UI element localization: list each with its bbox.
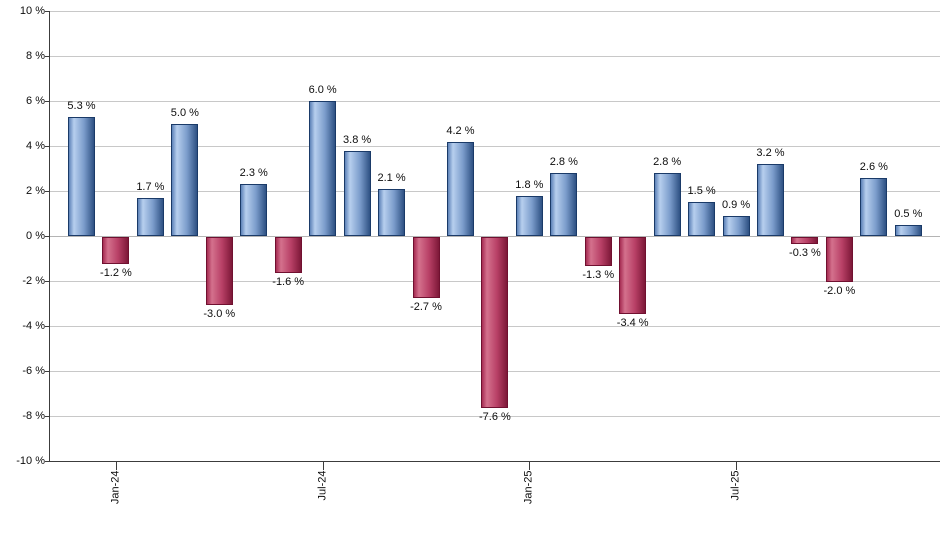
bar-value-label: -1.2 % — [100, 267, 132, 279]
bar-positive — [722, 215, 750, 236]
y-axis-tick — [45, 461, 49, 462]
bar-positive — [515, 195, 543, 236]
y-axis-tick — [45, 191, 49, 192]
y-axis-tick — [45, 101, 49, 102]
bar-value-label: 1.5 % — [687, 185, 716, 198]
bar-value-label: 2.8 % — [549, 156, 578, 168]
y-axis-tick — [45, 236, 49, 237]
bar-negative — [412, 237, 440, 298]
y-grid-line — [49, 146, 940, 147]
x-axis-label: Jan-25 — [522, 470, 535, 505]
bar-negative — [102, 237, 130, 264]
y-grid-line — [49, 11, 940, 12]
y-axis-label: 6 % — [26, 95, 45, 107]
y-axis-tick — [45, 416, 49, 417]
bar-positive — [550, 173, 578, 236]
y-grid-line — [49, 236, 940, 237]
y-axis-tick — [45, 11, 49, 12]
y-axis-label: 10 % — [19, 5, 45, 17]
x-axis-label: Jul-24 — [316, 470, 329, 501]
bar-value-label: 1.7 % — [136, 180, 165, 193]
bar-value-label: 5.0 % — [170, 106, 199, 119]
bar-positive — [688, 202, 716, 236]
y-axis-label: -10 % — [16, 455, 45, 467]
y-grid-line — [49, 416, 940, 417]
bar-positive — [446, 141, 474, 236]
y-axis-label: 4 % — [26, 140, 45, 152]
y-axis-label: -2 % — [22, 275, 45, 287]
bar-positive — [757, 164, 784, 236]
bar-positive — [860, 177, 888, 236]
x-axis-tick — [529, 462, 531, 470]
bar-negative — [274, 237, 302, 273]
y-axis-label: -4 % — [22, 320, 45, 332]
y-grid-line — [49, 191, 940, 192]
bar-value-label: 5.3 % — [67, 99, 96, 112]
bar-negative — [205, 237, 233, 305]
bar-value-label: 1.8 % — [515, 178, 544, 191]
bar-positive — [68, 116, 95, 236]
bar-value-label: 2.6 % — [859, 160, 888, 173]
x-axis-tick — [322, 462, 324, 470]
bar-negative — [619, 237, 647, 314]
y-axis-tick — [45, 56, 49, 57]
bar-positive — [894, 224, 922, 236]
bar-value-label: -1.6 % — [272, 276, 305, 288]
bar-value-label: 2.3 % — [239, 167, 268, 180]
bar-positive — [136, 197, 164, 236]
bar-positive — [240, 184, 268, 236]
bar-value-label: -2.7 % — [410, 300, 442, 313]
bar-value-label: 4.2 % — [446, 124, 475, 137]
y-axis-tick — [45, 326, 49, 327]
bar-value-label: -1.3 % — [582, 269, 615, 282]
bar-value-label: 3.2 % — [756, 147, 785, 159]
y-axis-label: 2 % — [26, 185, 45, 197]
bar-negative — [481, 237, 509, 408]
y-axis-label: 8 % — [26, 50, 45, 62]
bar-value-label: 0.9 % — [721, 198, 751, 211]
bar-value-label: -2.0 % — [823, 285, 856, 297]
bar-negative — [584, 237, 612, 267]
y-axis-label: 0 % — [26, 230, 45, 242]
bar-value-label: -7.6 % — [478, 411, 511, 423]
y-axis-tick — [45, 146, 49, 147]
y-axis-label: -8 % — [22, 410, 45, 422]
y-grid-line — [49, 56, 940, 57]
bar-negative — [791, 237, 819, 244]
bar-positive — [653, 173, 681, 236]
x-axis-line — [49, 461, 940, 462]
bar-value-label: 0.5 % — [894, 207, 923, 220]
bar-positive — [378, 188, 406, 236]
bar-value-label: -3.0 % — [203, 307, 236, 320]
x-axis-label: Jul-25 — [729, 470, 742, 501]
y-grid-line — [49, 101, 940, 102]
bar-negative — [825, 237, 853, 282]
bar-value-label: 2.1 % — [377, 171, 406, 184]
y-axis-tick — [45, 371, 49, 372]
bar-positive — [171, 123, 199, 236]
bar-value-label: -0.3 % — [789, 246, 821, 259]
bar-value-label: -3.4 % — [616, 316, 649, 329]
y-axis-label: -6 % — [22, 365, 45, 377]
bar-value-label: 3.8 % — [343, 133, 372, 146]
bar-value-label: 2.8 % — [653, 156, 682, 168]
bar-value-label: 6.0 % — [308, 84, 337, 96]
x-axis-tick — [736, 462, 738, 470]
y-axis-tick — [45, 281, 49, 282]
y-axis-line — [49, 11, 50, 462]
x-axis-label: Jan-24 — [109, 470, 122, 505]
bar-positive — [309, 101, 337, 236]
x-axis-tick — [115, 462, 117, 470]
bar-positive — [343, 150, 371, 236]
